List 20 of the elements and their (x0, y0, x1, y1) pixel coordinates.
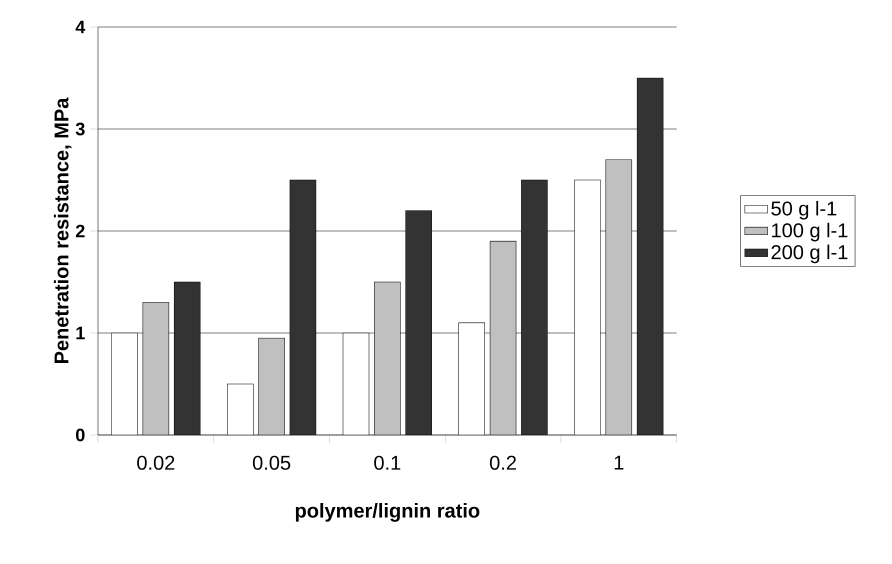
y-axis-title: Penetration resistance, MPa (54, 98, 72, 364)
y-tick-label: 3 (76, 122, 85, 136)
x-tick-label: 0.1 (374, 456, 400, 470)
bar (521, 180, 548, 435)
legend-label: 100 g l-1 (772, 222, 848, 242)
x-tick-label: 0.05 (252, 456, 290, 470)
legend-label: 50 g l-1 (771, 200, 836, 220)
y-tick-label: 1 (76, 326, 85, 340)
y-tick-label: 0 (76, 428, 85, 442)
x-axis-title: polymer/lignin ratio (296, 503, 480, 522)
bar (405, 210, 432, 435)
legend-label: 200 g l-1 (772, 244, 848, 264)
x-tick-label: 0.02 (137, 456, 174, 470)
x-tick-label: 1 (614, 456, 624, 470)
y-tick-label: 4 (76, 20, 86, 34)
bar (174, 282, 200, 435)
y-tick-label: 2 (76, 224, 85, 238)
bar (636, 78, 664, 435)
x-tick-label: 0.2 (490, 456, 516, 470)
bar (290, 180, 316, 435)
